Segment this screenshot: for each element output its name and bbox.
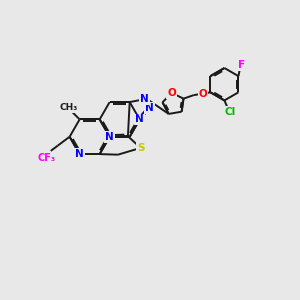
Text: F: F: [238, 60, 245, 70]
Text: N: N: [140, 94, 149, 104]
Text: O: O: [199, 88, 208, 99]
Text: S: S: [137, 143, 144, 153]
Text: N: N: [145, 103, 154, 113]
Text: CH₃: CH₃: [60, 103, 78, 112]
Text: N: N: [105, 132, 114, 142]
Text: Cl: Cl: [225, 106, 236, 117]
Text: N: N: [135, 114, 144, 124]
Text: N: N: [75, 149, 84, 159]
Text: O: O: [167, 88, 176, 98]
Text: CF₃: CF₃: [37, 153, 56, 163]
